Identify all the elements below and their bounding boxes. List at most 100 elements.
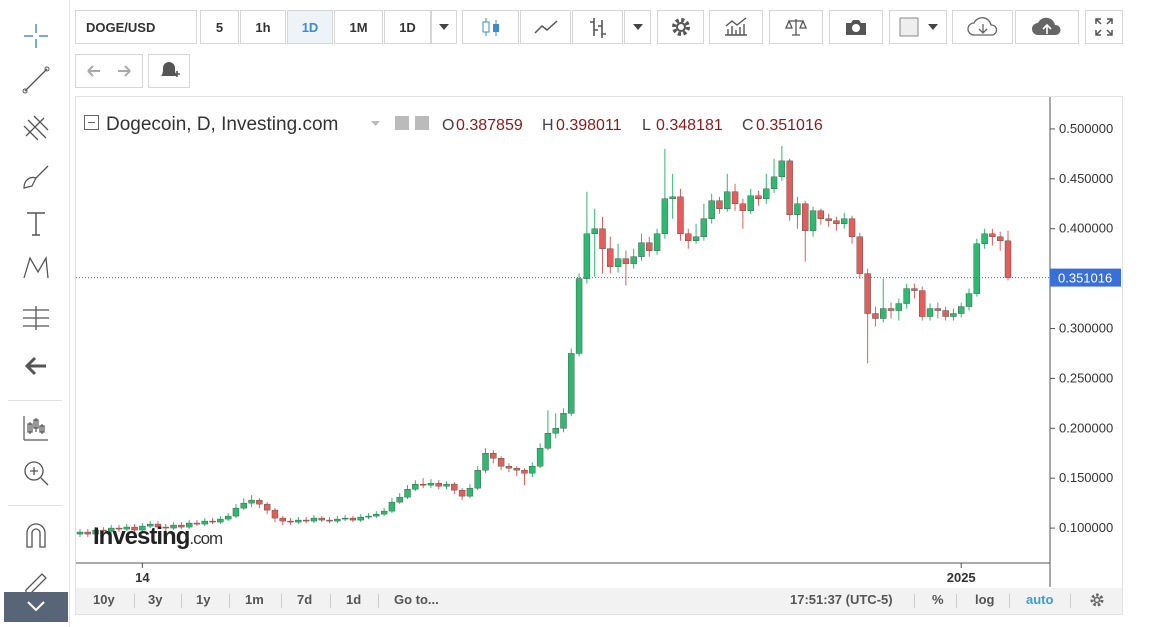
candle-body	[412, 483, 419, 490]
candle-body	[107, 527, 115, 532]
log-toggle[interactable]: log	[975, 592, 995, 607]
candle-body	[942, 310, 949, 317]
range-button[interactable]: 3y	[148, 592, 163, 607]
interval-label: 1D	[301, 19, 319, 35]
fullscreen-button[interactable]	[1085, 10, 1123, 44]
y-tick-label: 0.500000	[1059, 121, 1113, 136]
candle-body	[965, 293, 973, 307]
magnet-tool[interactable]	[20, 519, 52, 551]
left-sidebar	[0, 0, 70, 627]
candle-body	[981, 233, 988, 244]
candle-body	[310, 517, 318, 522]
candle-body	[451, 483, 458, 491]
interval-button[interactable]: 1D	[287, 10, 333, 44]
ohlc-value: 0.398011	[556, 117, 622, 134]
candle-body	[903, 288, 910, 304]
candle-body	[778, 160, 786, 178]
auto-toggle[interactable]: auto	[1026, 592, 1054, 607]
fib-tool[interactable]	[20, 112, 52, 144]
legend-dropdown[interactable]	[371, 121, 380, 126]
back-arrow[interactable]	[20, 350, 52, 382]
candle-body	[482, 453, 489, 471]
brush-tool[interactable]	[20, 160, 52, 192]
candle-body	[131, 526, 138, 531]
color-button[interactable]	[889, 10, 947, 44]
interval-button[interactable]: 1h	[240, 10, 286, 44]
candle-body	[287, 520, 294, 523]
range-button[interactable]: 1d	[346, 592, 362, 607]
candle-body	[614, 258, 622, 267]
goto-button[interactable]: Go to...	[394, 592, 439, 607]
candle-body	[396, 496, 403, 503]
candle-body	[318, 517, 325, 521]
candle-body	[669, 196, 676, 199]
measure-tool[interactable]	[20, 302, 52, 334]
candle-body	[466, 487, 474, 497]
candle-body	[989, 233, 996, 237]
alert-button[interactable]	[148, 54, 190, 88]
candles-button[interactable]	[462, 10, 519, 44]
candle-body	[209, 520, 216, 523]
settings-button[interactable]	[657, 10, 704, 44]
save-button[interactable]	[1015, 10, 1079, 44]
range-button[interactable]: 10y	[93, 592, 115, 607]
candle-body	[529, 466, 536, 474]
indicators-tool[interactable]	[20, 412, 52, 444]
range-button[interactable]: 7d	[297, 592, 313, 607]
separator	[134, 594, 135, 608]
candle-body	[76, 531, 84, 535]
compare-button[interactable]	[769, 10, 823, 44]
candle-body	[708, 200, 715, 219]
candle-body	[716, 200, 723, 209]
separator	[1070, 594, 1071, 608]
interval-button[interactable]: 1M	[334, 10, 383, 44]
y-tick-label: 0.450000	[1059, 171, 1113, 186]
candle-body	[919, 290, 926, 317]
legend-settings[interactable]	[415, 116, 429, 130]
indicators-button[interactable]	[709, 10, 763, 44]
zoom-tool[interactable]	[20, 457, 52, 489]
chart-type-dropdown[interactable]	[624, 10, 651, 44]
candle-body	[763, 188, 770, 199]
range-button[interactable]: 1y	[196, 592, 211, 607]
candle-body	[739, 203, 747, 211]
candle-body	[536, 448, 544, 467]
candle-body	[232, 507, 240, 517]
snapshot-button[interactable]	[829, 10, 883, 44]
interval-button[interactable]: 5	[200, 10, 239, 44]
candle-body	[809, 210, 817, 231]
y-tick-label: 0.250000	[1059, 370, 1113, 385]
separator	[956, 594, 957, 608]
candle-body	[638, 242, 645, 257]
candle-body	[802, 203, 809, 231]
candle-body	[170, 524, 177, 529]
bottom-settings[interactable]	[1089, 592, 1105, 608]
pattern-tool[interactable]	[20, 252, 52, 284]
candle-body	[786, 160, 793, 215]
ohlc-value: 0.348181	[656, 117, 723, 134]
candle-body	[731, 191, 739, 204]
candle-body	[365, 515, 372, 518]
interval-button[interactable]: 1D	[384, 10, 431, 44]
line-chart-button[interactable]	[520, 10, 571, 44]
legend-visibility[interactable]	[395, 116, 409, 130]
candle-body	[872, 313, 879, 319]
crosshair-tool[interactable]	[20, 20, 52, 52]
undo-redo[interactable]	[75, 54, 143, 88]
candle-body	[427, 482, 435, 486]
symbol-input[interactable]: DOGE/USD	[75, 10, 197, 44]
candle-body	[240, 502, 247, 509]
percent-toggle[interactable]: %	[932, 592, 944, 607]
range-button[interactable]: 1m	[245, 592, 264, 607]
candle-body	[599, 228, 606, 249]
legend-title: Dogecoin, D, Investing.com	[106, 114, 338, 135]
line-tool[interactable]	[20, 64, 52, 96]
interval-dropdown[interactable]	[431, 10, 457, 44]
bars-button[interactable]	[572, 10, 623, 44]
last-price-label: 0.351016	[1058, 271, 1112, 286]
load-button[interactable]	[952, 10, 1013, 44]
collapse-button[interactable]	[4, 592, 68, 622]
candle-body	[607, 248, 614, 267]
text-tool[interactable]	[20, 207, 52, 239]
